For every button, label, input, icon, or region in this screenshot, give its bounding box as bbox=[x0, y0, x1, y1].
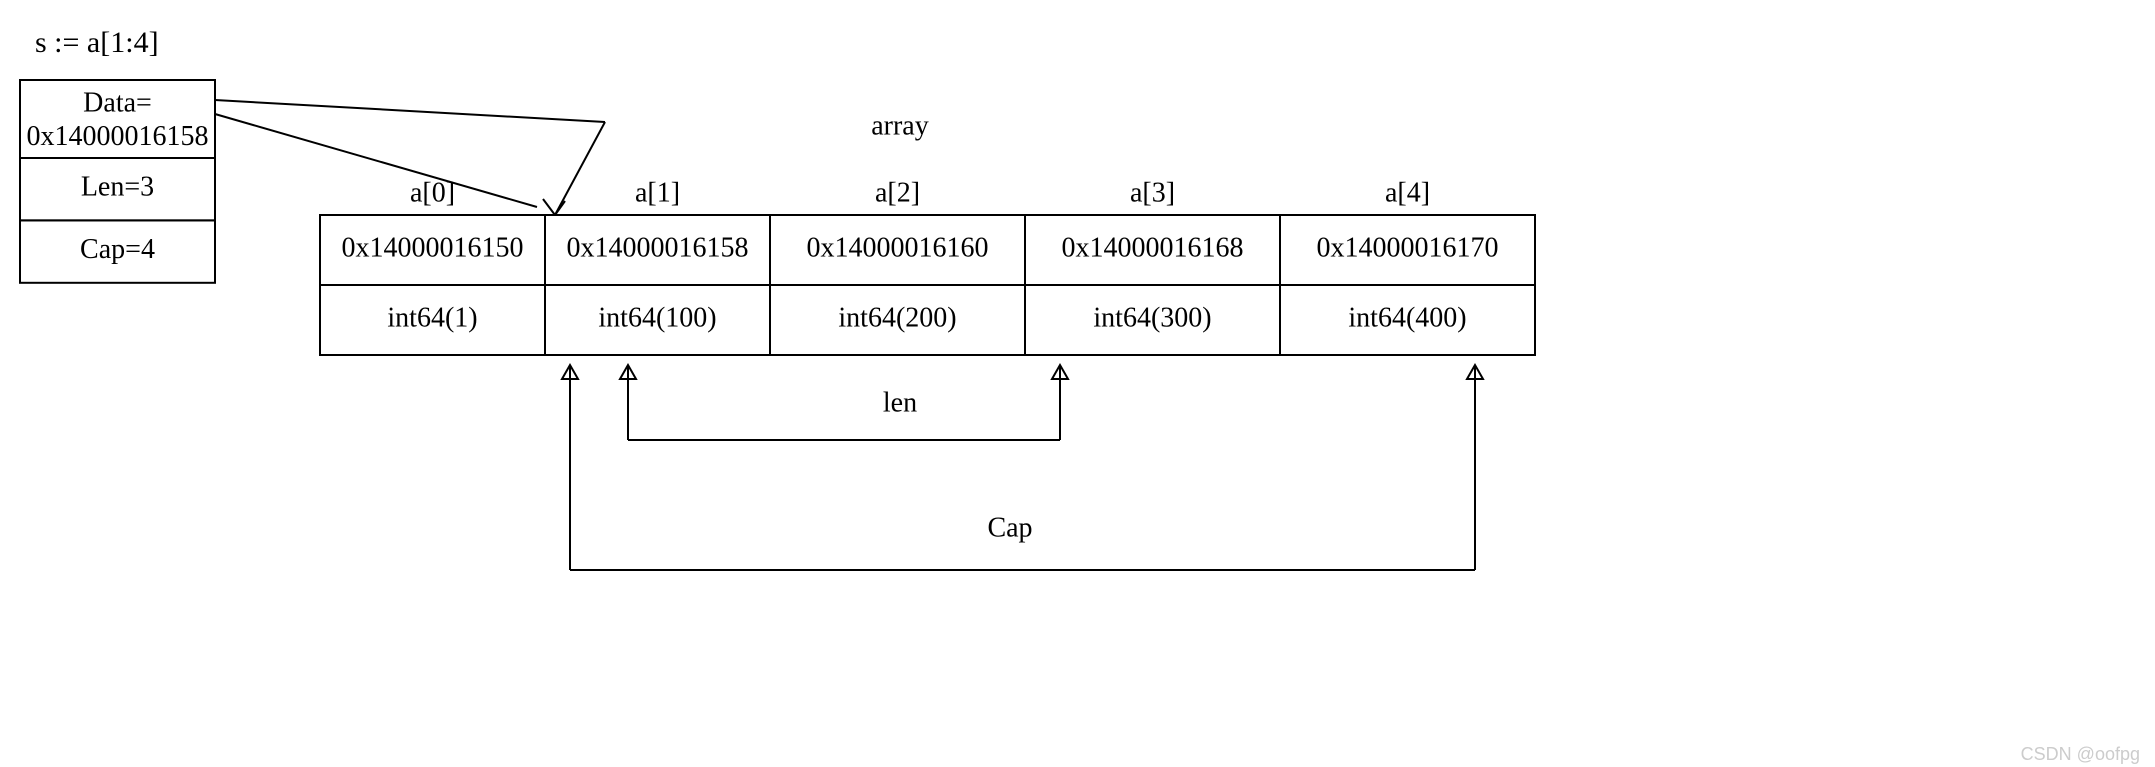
val-text-0: int64(1) bbox=[387, 302, 477, 333]
pointer-arrow-down bbox=[555, 122, 605, 215]
cap-row-l1: Cap=4 bbox=[80, 234, 155, 265]
array-label: array bbox=[871, 110, 929, 141]
pointer-arrow-bottom bbox=[215, 114, 537, 207]
data-row-l1: Data= bbox=[83, 87, 152, 118]
len-label: len bbox=[883, 387, 917, 418]
col-header-2: a[2] bbox=[875, 177, 920, 208]
addr-text-4: 0x14000016170 bbox=[1317, 232, 1499, 263]
val-text-3: int64(300) bbox=[1093, 302, 1211, 333]
col-header-1: a[1] bbox=[635, 177, 680, 208]
code-expression: s := a[1:4] bbox=[35, 26, 159, 59]
data-row-l2: 0x14000016158 bbox=[27, 121, 209, 152]
val-text-2: int64(200) bbox=[838, 302, 956, 333]
val-text-1: int64(100) bbox=[598, 302, 716, 333]
addr-text-3: 0x14000016168 bbox=[1062, 232, 1244, 263]
len-row-l1: Len=3 bbox=[81, 172, 154, 203]
addr-text-1: 0x14000016158 bbox=[567, 232, 749, 263]
cap-label: Cap bbox=[987, 512, 1032, 543]
addr-text-2: 0x14000016160 bbox=[807, 232, 989, 263]
col-header-4: a[4] bbox=[1385, 177, 1430, 208]
val-text-4: int64(400) bbox=[1348, 302, 1466, 333]
col-header-3: a[3] bbox=[1130, 177, 1175, 208]
pointer-arrow-top bbox=[215, 100, 605, 122]
watermark: CSDN @oofpg bbox=[2021, 744, 2140, 764]
addr-text-0: 0x14000016150 bbox=[342, 232, 524, 263]
